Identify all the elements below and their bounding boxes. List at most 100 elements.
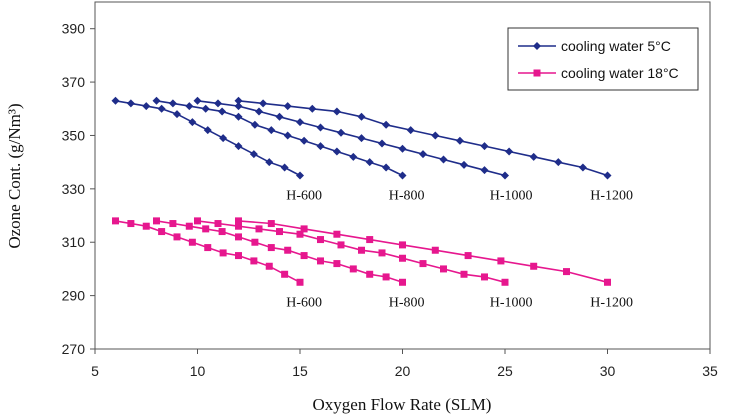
data-point-diamond xyxy=(234,96,243,105)
data-point-diamond xyxy=(234,142,243,151)
data-point-square xyxy=(399,278,406,286)
data-point-square xyxy=(431,246,439,254)
data-point-diamond xyxy=(201,104,210,113)
series-line xyxy=(238,220,608,284)
series-5c-h-600 xyxy=(111,96,304,180)
y-tick-label: 270 xyxy=(62,341,86,357)
y-tick-label: 310 xyxy=(62,234,86,250)
series-5c-h-1000 xyxy=(193,96,509,180)
data-point-square xyxy=(366,270,374,278)
data-point-square xyxy=(296,230,304,238)
data-point-diamond xyxy=(308,104,317,113)
y-tick-label: 390 xyxy=(62,21,86,37)
y-tick-label: 370 xyxy=(62,74,86,90)
curve-label: H-1000 xyxy=(490,295,533,310)
data-point-square xyxy=(382,273,390,281)
data-point-diamond xyxy=(185,102,194,111)
data-point-diamond xyxy=(529,152,538,161)
data-point-diamond xyxy=(111,96,120,105)
data-point-square xyxy=(255,225,263,233)
data-point-square xyxy=(284,246,292,254)
data-point-diamond xyxy=(249,150,258,159)
data-point-diamond xyxy=(554,158,563,167)
data-point-diamond xyxy=(188,118,197,127)
series-line xyxy=(238,100,608,177)
data-point-diamond xyxy=(406,126,415,135)
data-point-diamond xyxy=(255,107,263,116)
series-line xyxy=(156,100,403,177)
data-point-diamond xyxy=(382,163,391,172)
data-point-diamond xyxy=(265,158,274,167)
data-point-diamond xyxy=(275,112,284,121)
data-point-square xyxy=(204,244,212,252)
data-point-diamond xyxy=(439,155,448,164)
data-point-square xyxy=(267,220,275,228)
data-point-diamond xyxy=(203,126,212,135)
series-line xyxy=(115,100,301,177)
legend-label-18c: cooling water 18°C xyxy=(561,65,679,81)
data-point-diamond xyxy=(126,99,135,108)
data-point-diamond xyxy=(505,147,514,156)
legend-marker-diamond xyxy=(533,42,541,50)
tick-layer: 5 10 15 20 25 30 35 270 290 310 330 350 370 390 xyxy=(62,21,718,379)
data-point-square xyxy=(366,236,374,244)
curve-label: H-800 xyxy=(389,295,425,310)
data-point-square xyxy=(378,249,386,257)
data-point-square xyxy=(219,249,227,257)
data-point-diamond xyxy=(214,99,222,108)
data-point-diamond xyxy=(398,144,407,153)
x-tick-label: 15 xyxy=(292,363,308,379)
data-point-square xyxy=(481,273,488,281)
series-18c-h-600 xyxy=(112,217,304,286)
curve-label: H-800 xyxy=(389,189,425,204)
curve-label: H-1200 xyxy=(590,295,633,310)
series-line xyxy=(197,220,506,284)
data-point-square xyxy=(317,257,324,265)
data-point-diamond xyxy=(296,118,304,127)
data-point-square xyxy=(250,257,258,265)
data-point-diamond xyxy=(578,163,587,172)
curve-label: H-1200 xyxy=(590,189,633,204)
data-point-square xyxy=(399,241,406,249)
legend-label-5c: cooling water 5°C xyxy=(561,38,671,54)
data-point-diamond xyxy=(234,112,243,121)
data-point-square xyxy=(604,278,611,286)
series-5c-h-800 xyxy=(152,96,407,180)
data-point-diamond xyxy=(250,120,259,129)
data-point-diamond xyxy=(152,96,161,105)
data-point-square xyxy=(112,217,119,225)
series-18c-h-1200 xyxy=(235,217,611,286)
legend-marker-square xyxy=(533,69,541,77)
y-tick-label: 290 xyxy=(62,288,86,304)
data-point-square xyxy=(173,233,181,241)
data-point-square xyxy=(460,270,468,278)
series-layer xyxy=(111,96,612,286)
series-18c-h-1000 xyxy=(194,217,509,286)
data-point-square xyxy=(440,265,447,273)
data-point-square xyxy=(202,225,210,233)
data-point-diamond xyxy=(501,171,509,180)
data-point-diamond xyxy=(480,142,489,151)
data-point-square xyxy=(235,233,242,241)
curve-label: H-1000 xyxy=(490,189,533,204)
y-tick-label: 350 xyxy=(62,127,86,143)
data-point-diamond xyxy=(332,147,341,156)
data-point-square xyxy=(530,262,538,270)
data-point-diamond xyxy=(157,104,166,113)
annotation-layer: H-600 H-800 H-1000 H-1200 H-600 H-800 H-1000 H-… xyxy=(286,189,633,311)
data-point-square xyxy=(218,228,226,236)
data-point-square xyxy=(300,225,308,233)
data-point-square xyxy=(194,217,201,225)
x-tick-label: 20 xyxy=(395,363,411,379)
legend-box xyxy=(507,27,699,91)
data-point-square xyxy=(169,220,177,228)
data-point-diamond xyxy=(283,131,292,140)
data-point-square xyxy=(358,246,365,254)
data-point-square xyxy=(317,236,324,244)
data-point-diamond xyxy=(337,128,345,137)
data-point-square xyxy=(501,278,509,286)
data-point-square xyxy=(337,241,345,249)
data-point-square xyxy=(563,268,570,276)
